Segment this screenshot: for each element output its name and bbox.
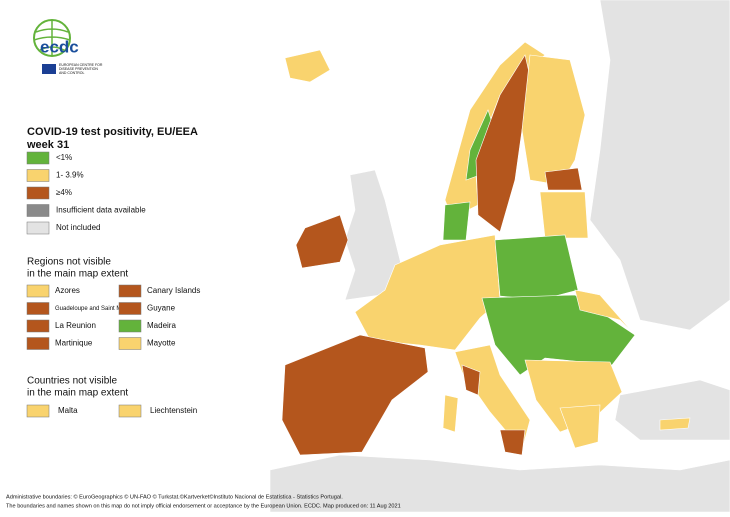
legend-swatch — [26, 221, 50, 235]
country-swatch — [118, 404, 142, 418]
countries-heading: Countries not visible — [27, 376, 117, 387]
region-swatch — [26, 302, 50, 315]
region-swatch — [26, 319, 50, 333]
region-label: Guadeloupe and Saint Martin — [55, 306, 133, 312]
baltics — [539, 191, 589, 239]
region-label: Madeira — [147, 321, 176, 330]
non-included-land — [589, 0, 730, 331]
legend-label: Insufficient data available — [56, 206, 146, 215]
region-swatch — [26, 284, 50, 298]
moldova-region — [574, 289, 636, 336]
legend-label: <1% — [56, 153, 72, 162]
country-swatch — [26, 404, 50, 418]
regions-heading: Regions not visible — [27, 257, 111, 268]
legend-swatch — [26, 186, 50, 200]
region-swatch — [118, 319, 142, 333]
logo-name: ecdc — [40, 37, 79, 56]
region-label: Guyane — [147, 304, 176, 313]
finland — [521, 54, 586, 186]
sicily — [499, 429, 526, 456]
legend-swatch — [26, 151, 50, 165]
greece — [559, 404, 601, 449]
non-included-land — [614, 379, 730, 441]
region-swatch — [118, 284, 142, 298]
regions-heading: in the main map extent — [27, 269, 128, 280]
estonia — [544, 167, 583, 191]
legend-swatch — [26, 169, 50, 182]
region-label: La Reunion — [55, 321, 96, 330]
countries-heading: in the main map extent — [27, 388, 128, 399]
iceland — [284, 49, 331, 83]
denmark — [442, 201, 471, 241]
poland — [494, 234, 579, 301]
legend-label: 1- 3.9% — [56, 171, 84, 180]
region-label: Martinique — [55, 339, 93, 348]
region-swatch — [26, 337, 50, 350]
countries-legend: Malta Liechtenstein — [26, 404, 197, 418]
legend-label: ≥4% — [56, 188, 72, 197]
italy-region — [461, 364, 481, 396]
region-swatch — [118, 337, 142, 350]
title: week 31 — [26, 139, 69, 151]
eu-flag — [42, 64, 56, 74]
legend-swatch — [26, 204, 50, 217]
logo-lines — [33, 20, 71, 56]
map — [269, 0, 730, 513]
region-label: Azores — [55, 286, 80, 295]
western-europe — [354, 234, 501, 351]
logo-subtitle: AND CONTROL — [59, 71, 85, 75]
cyprus — [659, 417, 691, 431]
logo-subtitle: DISEASE PREVENTION — [59, 67, 98, 71]
sardinia — [442, 394, 459, 433]
title: COVID-19 test positivity, EU/EEA — [27, 126, 198, 138]
country-label: Liechtenstein — [150, 406, 197, 415]
region-label: Canary Islands — [147, 286, 200, 295]
legend: <1% 1- 3.9% ≥4% Insufficient data available… — [26, 151, 146, 235]
region-label: Mayotte — [147, 339, 176, 348]
legend-label: Not included — [56, 223, 100, 232]
ireland — [295, 214, 349, 269]
sweden — [475, 54, 533, 233]
logo: ecdc EUROPEAN CENTRE FOR DISEASE PREVENT… — [33, 19, 103, 75]
logo-subtitle: EUROPEAN CENTRE FOR — [59, 63, 103, 67]
region-swatch — [118, 302, 142, 315]
iberia — [281, 334, 429, 456]
footer: The boundaries and names shown on this m… — [6, 503, 401, 509]
footer: Administrative boundaries: © EuroGeograp… — [6, 493, 343, 500]
regions-legend: Azores Guadeloupe and Saint Martin La Reun… — [26, 284, 200, 350]
country-label: Malta — [58, 406, 78, 415]
